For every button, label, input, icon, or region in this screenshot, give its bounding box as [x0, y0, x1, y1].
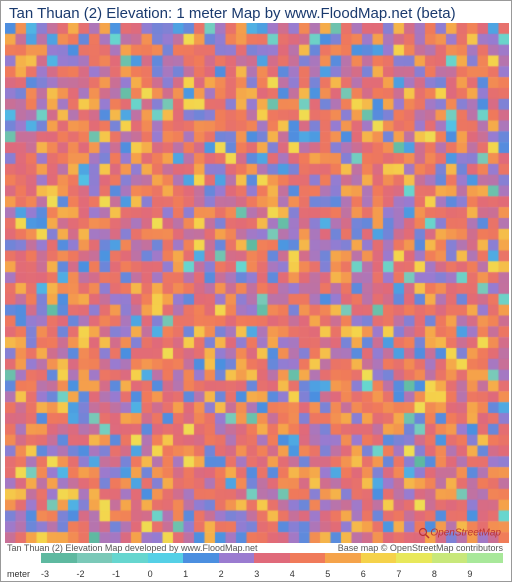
legend-swatch — [183, 553, 219, 563]
map-container: Tan Thuan (2) Elevation: 1 meter Map by … — [0, 0, 512, 582]
footer-attribution-left: Tan Thuan (2) Elevation Map developed by… — [7, 543, 257, 553]
legend-tick: 8 — [432, 569, 468, 579]
legend-tick: 2 — [219, 569, 255, 579]
legend-swatch — [325, 553, 361, 563]
legend-tick: -2 — [77, 569, 113, 579]
legend-swatch — [148, 553, 184, 563]
legend-ticks: -3-2-10123456789 — [41, 569, 503, 579]
osm-logo: OpenStreetMap — [418, 527, 501, 539]
map-title: Tan Thuan (2) Elevation: 1 meter Map by … — [9, 5, 456, 22]
color-legend — [41, 553, 503, 567]
magnifier-icon — [418, 527, 430, 539]
legend-tick: 6 — [361, 569, 397, 579]
legend-tick: 0 — [148, 569, 184, 579]
legend-tick: 1 — [183, 569, 219, 579]
legend-unit-label: meter — [7, 569, 30, 579]
legend-tick: 5 — [325, 569, 361, 579]
legend-swatch — [77, 553, 113, 563]
legend-swatch — [432, 553, 468, 563]
elevation-heatmap — [5, 23, 509, 543]
footer-attribution-right: Base map © OpenStreetMap contributors — [338, 543, 503, 553]
legend-swatch — [112, 553, 148, 563]
legend-tick: 4 — [290, 569, 326, 579]
legend-swatch — [396, 553, 432, 563]
legend-swatch — [254, 553, 290, 563]
legend-tick: 7 — [396, 569, 432, 579]
legend-swatch — [219, 553, 255, 563]
legend-tick: -1 — [112, 569, 148, 579]
legend-tick: -3 — [41, 569, 77, 579]
legend-swatch — [41, 553, 77, 563]
osm-logo-text: OpenStreetMap — [430, 528, 501, 539]
legend-tick: 3 — [254, 569, 290, 579]
legend-swatch — [467, 553, 503, 563]
legend-swatch — [361, 553, 397, 563]
legend-swatch — [290, 553, 326, 563]
legend-tick: 9 — [467, 569, 503, 579]
